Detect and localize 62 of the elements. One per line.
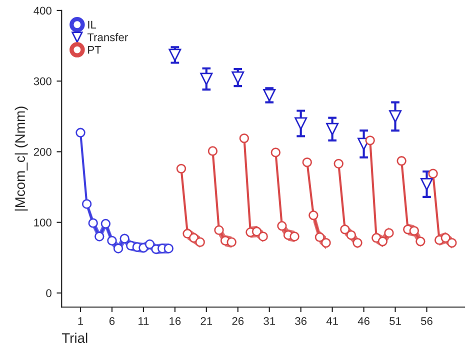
x-tick-label: 41: [326, 317, 338, 325]
y-tick-label: 300: [34, 77, 52, 86]
point: [232, 71, 244, 84]
point: [107, 236, 117, 246]
point: [94, 232, 104, 242]
x-tick-label: 46: [358, 317, 370, 326]
x-tick-label: 21: [200, 317, 212, 325]
point: [447, 238, 457, 248]
point: [334, 158, 344, 169]
x-tick-label: 16: [170, 317, 181, 326]
y-tick-label: 100: [34, 218, 52, 226]
y-tick-label: 200: [34, 148, 52, 156]
point: [144, 239, 155, 250]
point: [200, 72, 213, 86]
legend-label: PT: [88, 46, 102, 54]
point: [294, 117, 308, 130]
point: [326, 122, 339, 136]
y-tick-label: 400: [34, 6, 52, 15]
point: [416, 236, 426, 246]
point: [270, 148, 281, 158]
point: [100, 218, 111, 229]
point: [384, 228, 394, 238]
point: [277, 221, 287, 231]
x-tick-label: 11: [138, 317, 149, 325]
point: [239, 133, 250, 144]
point: [314, 232, 325, 242]
legend-label: Transfer: [87, 33, 128, 42]
point: [308, 210, 318, 220]
point: [208, 146, 218, 156]
point: [389, 110, 402, 123]
point: [321, 238, 331, 248]
y-axis-title: |Mcom_c| (Nmm): [14, 106, 28, 211]
point: [113, 244, 124, 254]
x-axis-title: Trial: [62, 332, 88, 343]
point: [214, 225, 224, 235]
point: [340, 224, 350, 234]
point: [352, 238, 362, 248]
point: [302, 157, 312, 168]
point: [195, 237, 205, 247]
legend-label: IL: [88, 20, 96, 29]
point: [120, 234, 130, 244]
x-tick-label: 31: [264, 317, 276, 326]
x-tick-label: 56: [421, 317, 432, 326]
point: [164, 244, 174, 254]
point: [365, 136, 375, 146]
point: [226, 237, 236, 247]
point: [396, 156, 406, 166]
point: [176, 164, 186, 174]
point: [76, 128, 86, 138]
point: [420, 178, 433, 190]
point: [168, 48, 182, 62]
point: [258, 232, 268, 242]
point: [82, 199, 92, 209]
x-tick-label: 51: [390, 317, 401, 326]
point: [428, 168, 438, 178]
point: [88, 218, 98, 228]
x-tick-label: 26: [232, 317, 244, 326]
y-tick-label: 0: [46, 289, 52, 298]
point: [290, 232, 300, 242]
x-tick-label: 1: [78, 317, 84, 325]
x-tick-label: 6: [109, 317, 115, 326]
x-tick-label: 36: [295, 317, 307, 326]
